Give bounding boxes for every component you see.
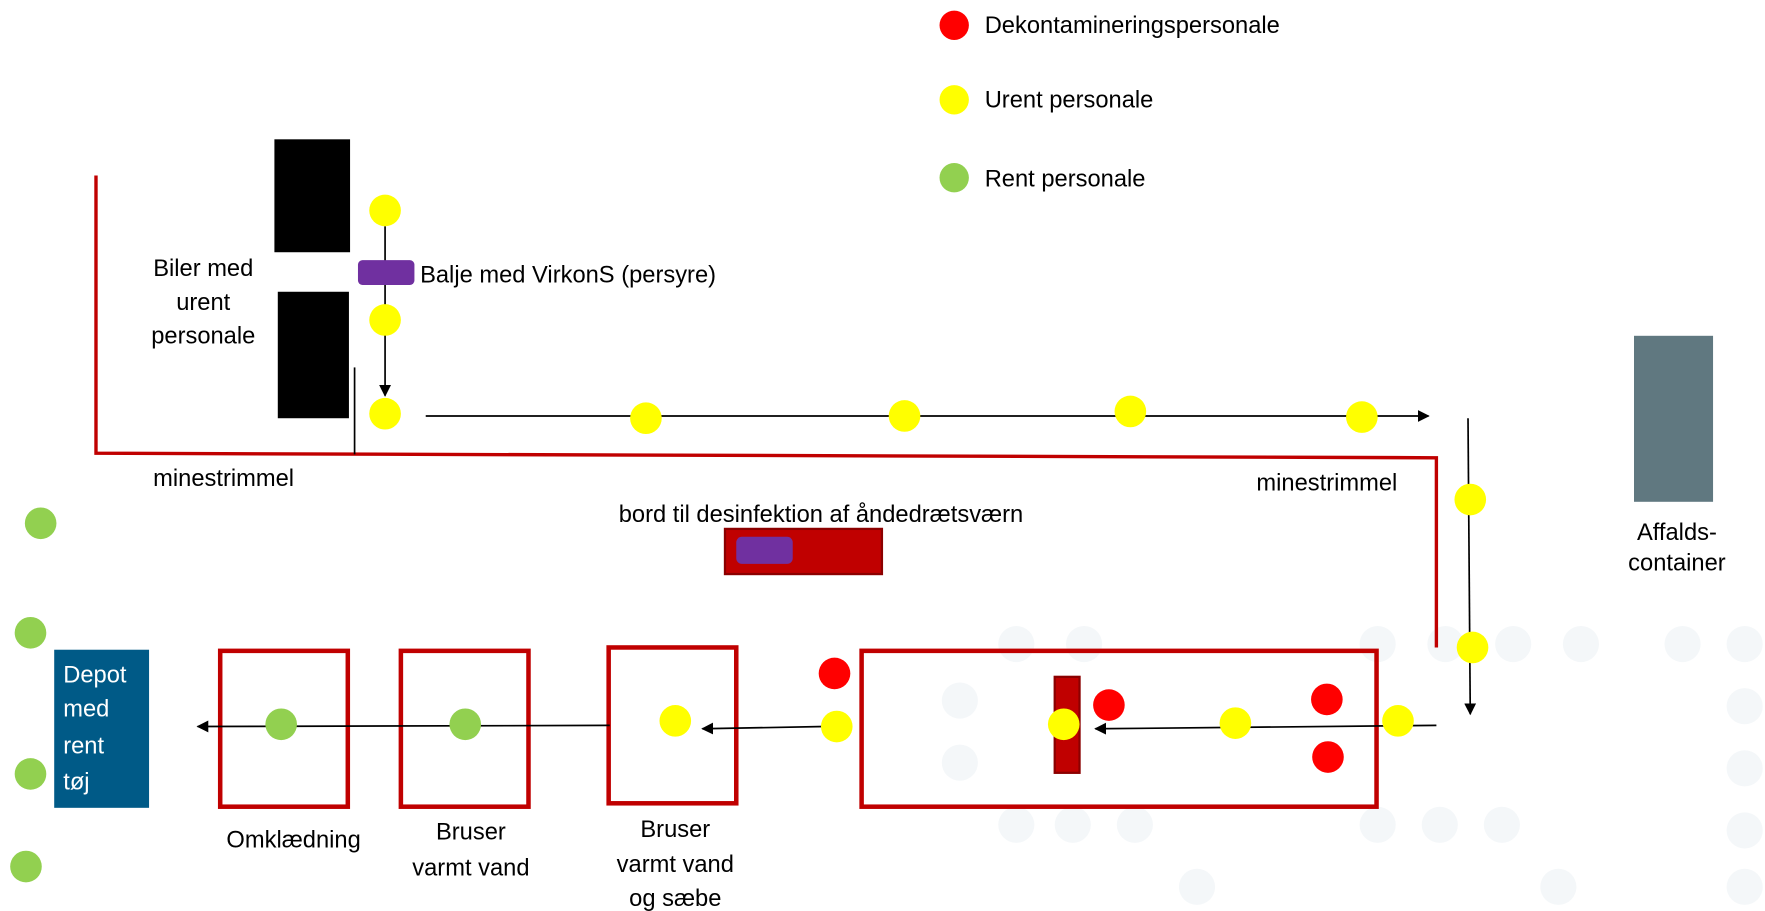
arrow xyxy=(196,720,610,733)
arrow xyxy=(1094,722,1437,735)
legend-label: Urent personale xyxy=(985,88,1154,114)
arrow xyxy=(1464,418,1477,716)
arrow xyxy=(701,722,825,735)
legend-label: Rent personale xyxy=(985,167,1146,193)
tub xyxy=(357,260,415,285)
depot-label: Depot med rent tøj xyxy=(63,662,127,795)
mine-strip-label: minestrimmel xyxy=(1256,471,1397,497)
station-box xyxy=(398,648,531,809)
station-label: Omklædning xyxy=(226,827,360,853)
cars-label: Biler med urent personale xyxy=(151,256,255,350)
decon-area xyxy=(859,648,1379,809)
unclean-staff xyxy=(369,194,1489,743)
table-label: bord til desinfektion af åndedrætsværn xyxy=(619,501,1024,528)
table-tub xyxy=(736,536,793,564)
background-dots xyxy=(941,626,1763,905)
decon-staff xyxy=(818,657,1344,773)
car xyxy=(274,139,351,253)
container xyxy=(1634,335,1714,502)
station-label: Bruser varmt vand xyxy=(412,819,529,881)
clean-staff xyxy=(10,507,482,883)
legend: Dekontamineringspersonale Urent personal… xyxy=(939,10,1280,193)
mine-strip-label: minestrimmel xyxy=(153,466,294,492)
depot xyxy=(54,649,150,808)
container-label: Affalds-container xyxy=(1628,520,1726,576)
legend-label: Dekontamineringspersonale xyxy=(985,13,1280,39)
car xyxy=(277,291,349,419)
tub-label: Balje med VirkonS (persyre) xyxy=(420,263,716,289)
station-box xyxy=(217,648,351,809)
station-label: Bruser varmt vand og sæbe xyxy=(617,817,734,911)
mine-strip-line xyxy=(94,175,1439,648)
